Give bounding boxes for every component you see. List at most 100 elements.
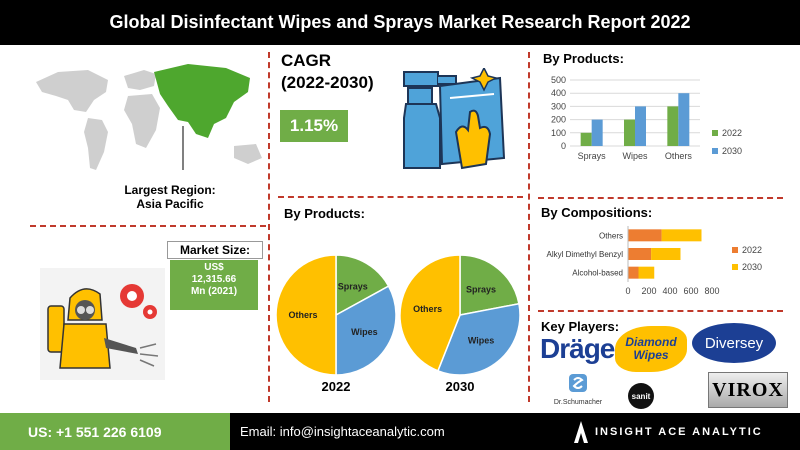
cagr-value: 1.15% — [280, 110, 348, 142]
asia-pacific-highlight — [154, 64, 250, 138]
logo-sanit: sanit — [628, 383, 654, 409]
logo-diversey-text: Diversey — [704, 334, 764, 352]
hazmat-worker-icon — [40, 268, 165, 380]
hbar-x-tick-label: 200 — [641, 286, 656, 296]
logo-virox: VIROX — [708, 372, 788, 408]
key-players-title: Key Players: — [541, 319, 620, 334]
bar-others-2022 — [667, 106, 679, 146]
divider-vertical-right — [528, 52, 530, 402]
hbar-legend-swatch-2030 — [732, 264, 738, 270]
footer-email[interactable]: Email: info@insightaceanalytic.com — [240, 424, 445, 439]
hbar-category-label: Others — [599, 231, 623, 240]
bar-y-tick-label: 500 — [551, 75, 566, 85]
hbar-legend-swatch-2022 — [732, 247, 738, 253]
pie-slice-label: Others — [288, 310, 317, 320]
logo-diamond-wipes: Diamond Wipes — [615, 326, 687, 372]
logo-drager: Dräger — [540, 333, 625, 365]
divider-left — [30, 225, 266, 227]
hbar-x-tick-label: 600 — [683, 286, 698, 296]
bar-category-label: Wipes — [622, 151, 648, 161]
pie-slice-wipes — [436, 302, 521, 376]
bar-sprays-2030 — [591, 119, 603, 146]
pie-slice-sprays — [459, 254, 520, 316]
pie-slice-others — [275, 254, 337, 376]
pie-slice-label: Wipes — [468, 335, 494, 345]
market-size-unit: Mn (2021) — [190, 286, 238, 297]
divider-right-1 — [538, 197, 783, 199]
footer-phone[interactable]: US: +1 551 226 6109 — [0, 413, 230, 450]
largest-region-label: Largest Region: — [124, 183, 216, 197]
hbar-alkyl-dimethyl-benzyl-2030 — [651, 248, 681, 260]
composition-bar-chart: Others Alkyl Dimethyl Benzyl Alcohol-based… — [547, 226, 762, 296]
hbar-alkyl-dimethyl-benzyl-2022 — [628, 248, 652, 260]
bar-wipes-2030 — [635, 106, 646, 146]
bar-legend-label-2030: 2030 — [722, 146, 742, 156]
report-title: Global Disinfectant Wipes and Sprays Mar… — [0, 0, 800, 45]
product-bar-chart: 0 100 200 300 400 500 Sprays Wipes Others 2022 203… — [551, 75, 742, 161]
market-size-value: US$ 12,315.66 Mn (2021) — [170, 260, 258, 310]
by-products-bar-title: By Products: — [543, 51, 624, 66]
pie-slice-others — [399, 254, 461, 372]
market-size-currency: US$ — [204, 262, 224, 273]
footer: US: +1 551 226 6109 Email: info@insighta… — [0, 413, 800, 450]
hbar-x-tick-label: 800 — [704, 286, 719, 296]
pie-chart-2022: Sprays Wipes Others 2022 — [275, 254, 397, 394]
logo-diversey: Diversey — [692, 323, 776, 363]
bar-legend-label-2022: 2022 — [722, 128, 742, 138]
hbar-others-2022 — [628, 229, 662, 242]
bar-y-tick-label: 300 — [551, 101, 566, 111]
hbar-category-label: Alkyl Dimethyl Benzyl — [547, 250, 624, 259]
logo-dr-schumacher: Dr.Schumacher — [548, 372, 608, 408]
hbar-category-label: Alcohol-based — [572, 269, 623, 278]
divider-vertical-left — [268, 52, 270, 402]
divider-center — [278, 196, 523, 198]
by-products-pie-title: By Products: — [284, 206, 365, 221]
insight-ace-logo-icon — [574, 421, 588, 443]
largest-region-value: Asia Pacific — [136, 197, 204, 211]
hbar-alcohol-based-2022 — [628, 266, 639, 279]
pie-year-label: 2030 — [446, 379, 475, 394]
cagr-label: CAGR — [281, 51, 332, 70]
pie-slice-label: Sprays — [466, 285, 496, 295]
bar-y-tick-label: 100 — [551, 128, 566, 138]
hbar-x-tick-label: 0 — [625, 286, 630, 296]
pie-slice-label: Others — [413, 304, 442, 314]
hbar-others-2030 — [661, 229, 702, 242]
world-map-icon — [36, 64, 262, 170]
hbar-legend-label-2030: 2030 — [742, 262, 762, 272]
hbar-x-tick-label: 400 — [662, 286, 677, 296]
largest-region: Largest Region: Asia Pacific — [95, 183, 245, 211]
bar-y-tick-label: 0 — [561, 141, 566, 151]
market-size-title: Market Size: — [167, 241, 263, 259]
hbar-legend-label-2022: 2022 — [742, 245, 762, 255]
logo-sanit-text: sanit — [631, 391, 651, 401]
bar-y-tick-label: 400 — [551, 88, 566, 98]
hbar-alcohol-based-2030 — [638, 266, 655, 279]
logo-drager-text: Dräger — [540, 333, 625, 364]
bar-category-label: Others — [665, 151, 693, 161]
dr-schumacher-mark-icon — [569, 374, 587, 392]
bar-legend-swatch-2022 — [712, 130, 718, 136]
pie-slice-wipes — [335, 285, 397, 376]
cagr-title: CAGR (2022-2030) — [281, 50, 374, 94]
footer-brand: INSIGHT ACE ANALYTIC — [595, 425, 763, 438]
bar-others-2030 — [678, 93, 690, 146]
logo-dr-schumacher-text: Dr.Schumacher — [553, 399, 603, 406]
bar-sprays-2022 — [580, 132, 592, 146]
pie-year-label: 2022 — [322, 379, 351, 394]
market-size-amount: 12,315.66 — [191, 274, 237, 285]
bar-wipes-2022 — [624, 119, 635, 146]
logo-diamond-wipes-text: Diamond Wipes — [625, 335, 677, 362]
cagr-period: (2022-2030) — [281, 73, 374, 92]
pie-slice-label: Sprays — [338, 282, 368, 292]
pie-slice-label: Wipes — [351, 327, 377, 337]
bar-category-label: Sprays — [578, 151, 607, 161]
spray-wipes-icon — [403, 68, 506, 170]
bar-y-tick-label: 200 — [551, 115, 566, 125]
bar-legend-swatch-2030 — [712, 148, 718, 154]
by-compositions-title: By Compositions: — [541, 205, 653, 220]
logo-virox-text: VIROX — [712, 378, 784, 401]
pie-chart-2030: Sprays Wipes Others 2030 — [399, 254, 521, 394]
divider-right-2 — [538, 310, 783, 312]
pie-slice-sprays — [335, 254, 390, 317]
